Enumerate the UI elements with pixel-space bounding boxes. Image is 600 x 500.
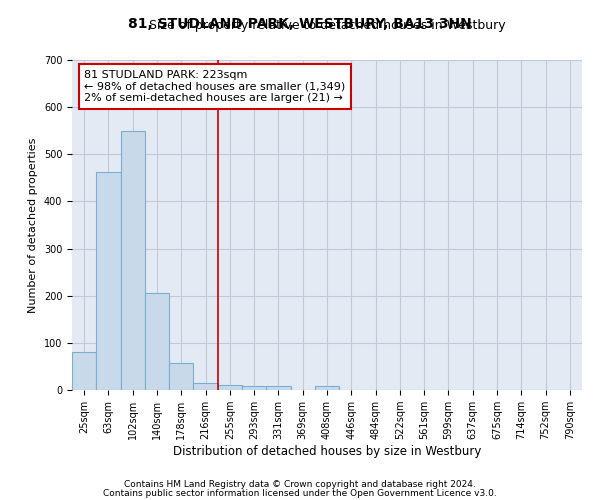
Bar — [315, 386, 339, 390]
Bar — [218, 386, 242, 390]
X-axis label: Distribution of detached houses by size in Westbury: Distribution of detached houses by size … — [173, 445, 481, 458]
Text: Contains HM Land Registry data © Crown copyright and database right 2024.: Contains HM Land Registry data © Crown c… — [124, 480, 476, 489]
Bar — [193, 383, 218, 390]
Y-axis label: Number of detached properties: Number of detached properties — [28, 138, 38, 312]
Bar — [121, 130, 145, 390]
Bar — [242, 386, 266, 390]
Text: 81, STUDLAND PARK, WESTBURY, BA13 3HN: 81, STUDLAND PARK, WESTBURY, BA13 3HN — [128, 18, 472, 32]
Bar — [169, 362, 193, 390]
Bar — [145, 294, 169, 390]
Text: Contains public sector information licensed under the Open Government Licence v3: Contains public sector information licen… — [103, 488, 497, 498]
Bar — [96, 172, 121, 390]
Title: Size of property relative to detached houses in Westbury: Size of property relative to detached ho… — [149, 20, 505, 32]
Text: 81 STUDLAND PARK: 223sqm
← 98% of detached houses are smaller (1,349)
2% of semi: 81 STUDLAND PARK: 223sqm ← 98% of detach… — [84, 70, 346, 103]
Bar — [72, 352, 96, 390]
Bar — [266, 386, 290, 390]
